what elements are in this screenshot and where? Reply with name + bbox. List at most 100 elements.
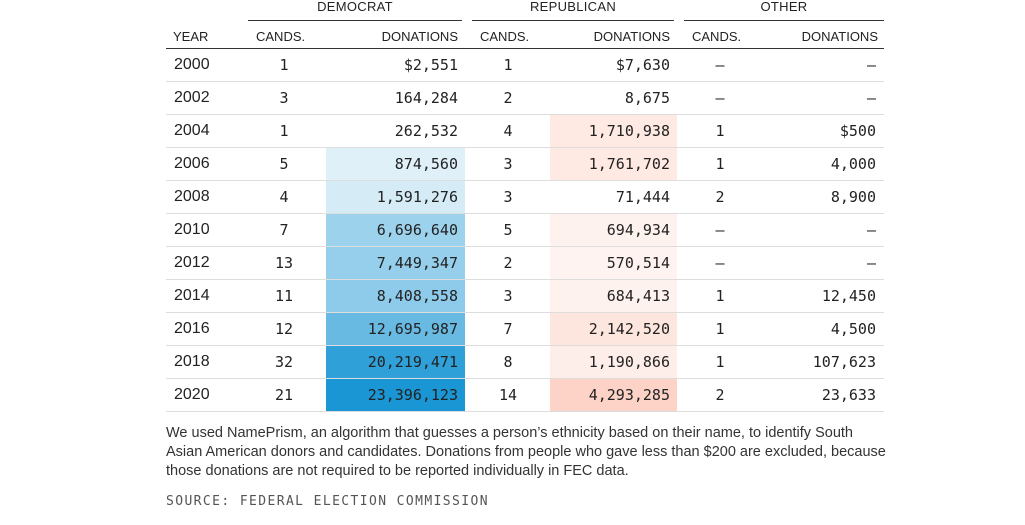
dem-cands-cell: 1	[279, 122, 289, 140]
oth-donations-cell: 4,000	[830, 155, 876, 173]
dem-donation-shade	[326, 379, 465, 411]
oth-donations-cell: 12,450	[821, 287, 876, 305]
dem-donation-shade	[326, 181, 465, 213]
dem-donations-cell: 262,532	[394, 122, 458, 140]
rep-donation-shade	[550, 247, 677, 279]
table-row: 2010 7 6,696,640 5 694,934 – –	[166, 214, 884, 247]
rep-donations-cell: 8,675	[624, 89, 670, 107]
dem-donation-shade	[326, 214, 465, 246]
dem-donation-shade	[326, 148, 465, 180]
rep-cands-cell: 14	[498, 386, 518, 404]
dem-donations-cell: 12,695,987	[367, 320, 458, 338]
column-header-row: YEAR CANDS. DONATIONS CANDS. DONATIONS C…	[166, 20, 884, 49]
dem-donations-cell: 8,408,558	[376, 287, 458, 305]
year-cell: 2006	[174, 155, 210, 172]
rep-cands-cell: 4	[503, 122, 513, 140]
dem-cands-cell: 21	[274, 386, 294, 404]
rep-cands-cell: 7	[503, 320, 513, 338]
oth-cands-cell: –	[715, 221, 725, 239]
dem-donation-shade	[326, 313, 465, 345]
year-cell: 2018	[174, 353, 210, 370]
rep-cands-cell: 2	[503, 254, 513, 272]
rep-donations-cell: 1,710,938	[588, 122, 670, 140]
table-row: 2014 11 8,408,558 3 684,413 1 12,450	[166, 280, 884, 313]
rep-donation-shade	[550, 148, 677, 180]
dem-cands-cell: 4	[279, 188, 289, 206]
dem-donations-cell: 874,560	[394, 155, 458, 173]
col-header-rep-donations: DONATIONS	[593, 29, 670, 44]
dem-cands-cell: 32	[274, 353, 294, 371]
oth-donations-cell: –	[866, 89, 876, 107]
rep-donation-shade	[550, 214, 677, 246]
dem-donation-shade	[326, 346, 465, 378]
group-header-republican: REPUBLICAN	[472, 0, 674, 21]
year-cell: 2004	[174, 122, 210, 139]
rep-donations-cell: 1,761,702	[588, 155, 670, 173]
col-header-dem-donations: DONATIONS	[381, 29, 458, 44]
rep-cands-cell: 3	[503, 287, 513, 305]
dem-cands-cell: 5	[279, 155, 289, 173]
dem-donations-cell: 1,591,276	[376, 188, 458, 206]
rep-cands-cell: 2	[503, 89, 513, 107]
oth-donations-cell: –	[866, 56, 876, 74]
oth-donations-cell: 8,900	[830, 188, 876, 206]
col-header-rep-cands: CANDS.	[480, 29, 530, 44]
source-line: SOURCE: FEDERAL ELECTION COMMISSION	[166, 494, 489, 509]
table-row: 2018 32 20,219,471 8 1,190,866 1 107,623	[166, 346, 884, 379]
rep-cands-cell: 3	[503, 188, 513, 206]
rep-donations-cell: 684,413	[606, 287, 670, 305]
oth-donations-cell: 23,633	[821, 386, 876, 404]
dem-donations-cell: 23,396,123	[367, 386, 458, 404]
oth-cands-cell: –	[715, 56, 725, 74]
group-header-other: OTHER	[684, 0, 884, 21]
rep-donations-cell: 2,142,520	[588, 320, 670, 338]
oth-cands-cell: –	[715, 89, 725, 107]
rep-donations-cell: 1,190,866	[588, 353, 670, 371]
rep-donations-cell: $7,630	[615, 56, 670, 74]
year-cell: 2016	[174, 320, 210, 337]
year-cell: 2000	[174, 56, 210, 73]
oth-cands-cell: 1	[715, 320, 725, 338]
table-row: 2000 1 $2,551 1 $7,630 – –	[166, 49, 884, 82]
dem-donations-cell: 6,696,640	[376, 221, 458, 239]
col-header-year: YEAR	[173, 29, 209, 44]
dem-donation-shade	[326, 247, 465, 279]
dem-cands-cell: 7	[279, 221, 289, 239]
dem-cands-cell: 3	[279, 89, 289, 107]
rep-cands-cell: 3	[503, 155, 513, 173]
col-header-oth-cands: CANDS.	[692, 29, 742, 44]
rep-donation-shade	[550, 346, 677, 378]
year-cell: 2012	[174, 254, 210, 271]
dem-donations-cell: 7,449,347	[376, 254, 458, 272]
oth-donations-cell: 4,500	[830, 320, 876, 338]
oth-donations-cell: –	[866, 254, 876, 272]
dem-cands-cell: 12	[274, 320, 294, 338]
rep-cands-cell: 8	[503, 353, 513, 371]
dem-cands-cell: 1	[279, 56, 289, 74]
oth-donations-cell: 107,623	[812, 353, 876, 371]
oth-cands-cell: 1	[715, 155, 725, 173]
oth-donations-cell: –	[866, 221, 876, 239]
year-cell: 2008	[174, 188, 210, 205]
dem-cands-cell: 13	[274, 254, 294, 272]
rep-donations-cell: 4,293,285	[588, 386, 670, 404]
year-cell: 2020	[174, 386, 210, 403]
rep-donations-cell: 570,514	[606, 254, 670, 272]
table-row: 2020 21 23,396,123 14 4,293,285 2 23,633	[166, 379, 884, 412]
donations-table: DEMOCRAT REPUBLICAN OTHER YEAR CANDS. DO…	[166, 0, 884, 412]
table-row: 2006 5 874,560 3 1,761,702 1 4,000	[166, 148, 884, 181]
table-row: 2012 13 7,449,347 2 570,514 – –	[166, 247, 884, 280]
dem-donations-cell: $2,551	[403, 56, 458, 74]
year-cell: 2002	[174, 89, 210, 106]
oth-cands-cell: 1	[715, 353, 725, 371]
rep-cands-cell: 5	[503, 221, 513, 239]
oth-cands-cell: 1	[715, 122, 725, 140]
oth-cands-cell: –	[715, 254, 725, 272]
group-header-democrat: DEMOCRAT	[248, 0, 462, 21]
table-row: 2008 4 1,591,276 3 71,444 2 8,900	[166, 181, 884, 214]
rep-donations-cell: 694,934	[606, 221, 670, 239]
rep-donation-shade	[550, 379, 677, 411]
rep-cands-cell: 1	[503, 56, 513, 74]
rep-donation-shade	[550, 313, 677, 345]
table-row: 2016 12 12,695,987 7 2,142,520 1 4,500	[166, 313, 884, 346]
